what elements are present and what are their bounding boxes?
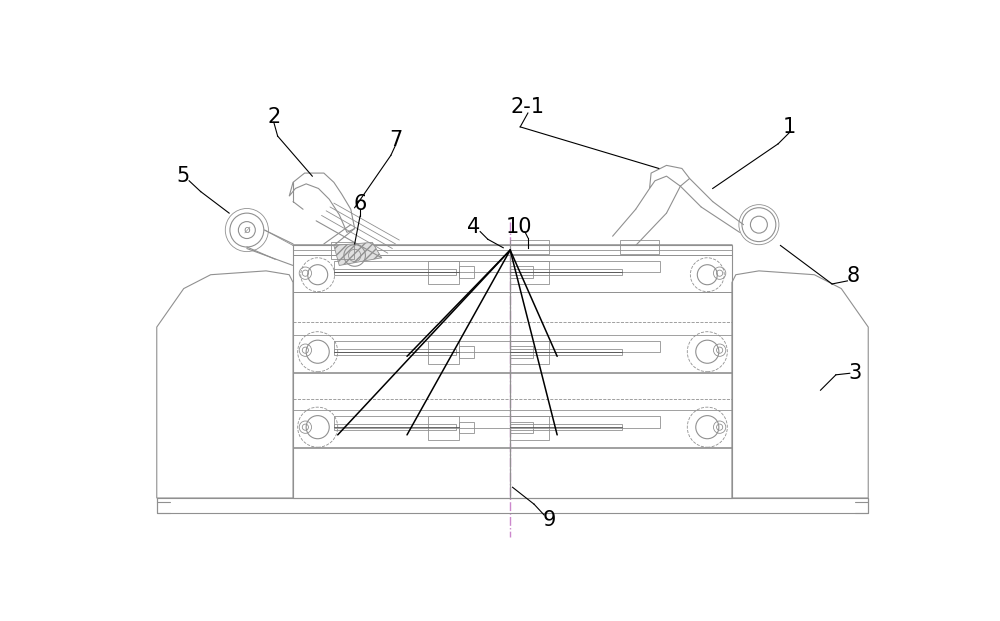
Bar bbox=[293, 245, 510, 498]
Bar bbox=[331, 242, 354, 260]
Bar bbox=[510, 341, 660, 353]
Bar bbox=[510, 255, 732, 292]
Bar bbox=[334, 341, 510, 353]
Text: 10: 10 bbox=[505, 217, 532, 237]
Bar bbox=[293, 245, 510, 255]
Bar bbox=[510, 417, 549, 440]
Bar bbox=[510, 422, 533, 433]
Text: 3: 3 bbox=[849, 363, 862, 383]
Text: 9: 9 bbox=[543, 510, 556, 530]
Bar bbox=[428, 261, 459, 284]
Bar bbox=[510, 266, 533, 278]
Bar bbox=[459, 266, 474, 278]
Bar bbox=[293, 335, 510, 372]
Bar bbox=[459, 422, 474, 433]
Text: 2-1: 2-1 bbox=[511, 97, 545, 117]
Bar bbox=[334, 424, 456, 430]
Bar bbox=[334, 268, 456, 274]
Bar bbox=[293, 410, 510, 447]
Bar bbox=[428, 417, 459, 440]
Bar bbox=[510, 410, 732, 447]
Bar bbox=[510, 261, 660, 273]
Text: 1: 1 bbox=[783, 117, 796, 137]
Bar bbox=[510, 417, 660, 428]
Bar bbox=[510, 347, 533, 358]
Bar bbox=[510, 341, 549, 364]
Text: 8: 8 bbox=[846, 266, 859, 286]
Text: 6: 6 bbox=[353, 194, 367, 214]
Bar bbox=[510, 424, 622, 430]
Bar bbox=[510, 240, 549, 254]
Text: 7: 7 bbox=[389, 130, 402, 150]
Bar bbox=[157, 498, 868, 514]
Bar bbox=[428, 341, 459, 364]
Bar bbox=[620, 240, 659, 254]
Bar bbox=[334, 348, 456, 355]
Bar bbox=[510, 348, 622, 355]
Bar bbox=[510, 261, 549, 284]
Bar bbox=[510, 268, 622, 274]
Text: ø: ø bbox=[243, 225, 250, 235]
Text: 2: 2 bbox=[267, 107, 280, 127]
Bar bbox=[459, 347, 474, 358]
Text: 4: 4 bbox=[467, 217, 481, 237]
Bar bbox=[510, 335, 732, 372]
Bar bbox=[293, 255, 510, 292]
Bar bbox=[510, 245, 732, 498]
Bar bbox=[334, 417, 510, 428]
Polygon shape bbox=[334, 242, 382, 266]
Text: 5: 5 bbox=[176, 166, 190, 186]
Bar bbox=[334, 261, 510, 273]
